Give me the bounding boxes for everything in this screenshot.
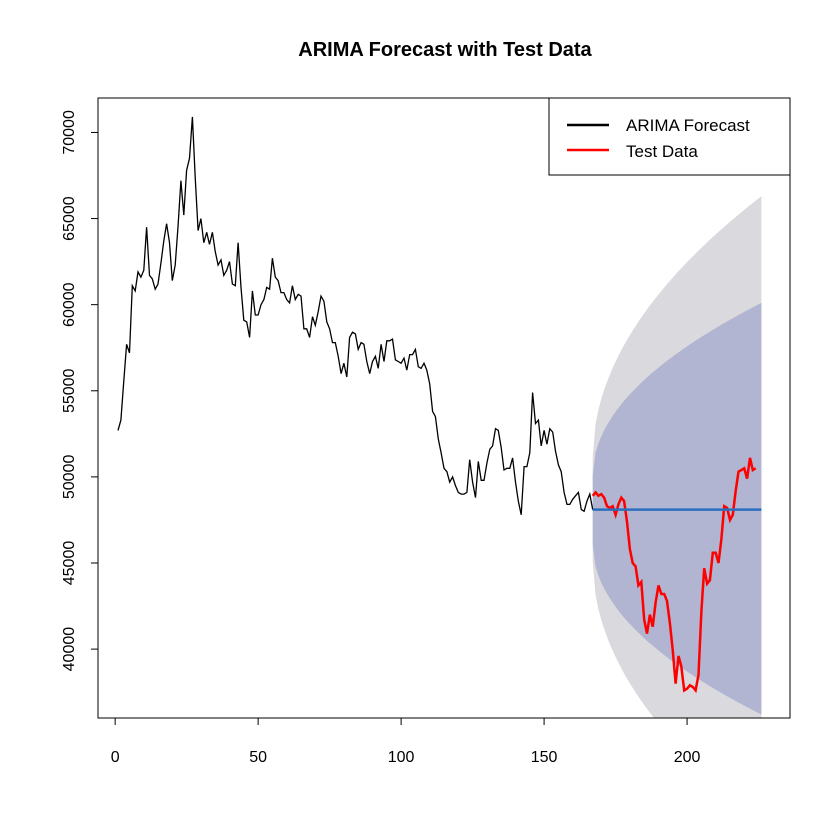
y-tick-label: 65000 <box>61 196 78 241</box>
y-tick-label: 70000 <box>61 110 78 155</box>
y-tick-label: 50000 <box>61 455 78 500</box>
test-data-series-line <box>591 457 757 694</box>
y-tick-label: 60000 <box>61 282 78 327</box>
legend-box <box>548 97 791 176</box>
legend-label-test-data: Test Data <box>626 142 698 161</box>
y-tick-label: 45000 <box>61 541 78 586</box>
x-tick-label: 100 <box>388 749 415 766</box>
x-tick-label: 50 <box>249 749 267 766</box>
chart-title: ARIMA Forecast with Test Data <box>298 39 592 61</box>
x-tick-label: 200 <box>674 749 701 766</box>
x-axis: 0 50 100 150 200 <box>111 717 701 766</box>
legend: ARIMA Forecast Test Data <box>548 97 791 176</box>
x-tick-label: 0 <box>111 749 120 766</box>
history-series-line <box>117 116 594 515</box>
y-tick-label: 40000 <box>61 627 78 672</box>
legend-label-arima-forecast: ARIMA Forecast <box>626 116 750 135</box>
y-tick-label: 55000 <box>61 368 78 413</box>
x-tick-label: 150 <box>531 749 558 766</box>
y-axis: 40000 45000 50000 55000 60000 65000 70000 <box>61 110 99 672</box>
